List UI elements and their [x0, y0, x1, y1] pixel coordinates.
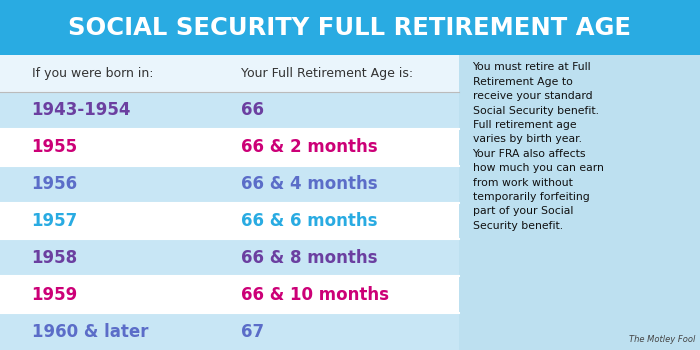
Bar — [0, 276, 458, 313]
Text: The Motley Fool: The Motley Fool — [629, 335, 695, 344]
Text: 66: 66 — [241, 102, 265, 119]
Bar — [0, 55, 458, 92]
Text: 66 & 8 months: 66 & 8 months — [241, 249, 378, 267]
Text: 1959: 1959 — [32, 286, 78, 304]
Bar — [0, 166, 458, 203]
Text: If you were born in:: If you were born in: — [32, 67, 153, 80]
Bar — [0, 203, 458, 239]
Bar — [0, 0, 700, 55]
Text: 66 & 6 months: 66 & 6 months — [241, 212, 378, 230]
Text: 67: 67 — [241, 323, 265, 341]
Bar — [0, 239, 458, 276]
Text: 66 & 2 months: 66 & 2 months — [241, 138, 378, 156]
Bar — [0, 55, 458, 350]
Text: 66 & 10 months: 66 & 10 months — [241, 286, 389, 304]
Text: 1955: 1955 — [32, 138, 78, 156]
Text: Your Full Retirement Age is:: Your Full Retirement Age is: — [241, 67, 414, 80]
Text: SOCIAL SECURITY FULL RETIREMENT AGE: SOCIAL SECURITY FULL RETIREMENT AGE — [69, 16, 631, 40]
Bar — [458, 55, 700, 350]
Text: 1958: 1958 — [32, 249, 78, 267]
Bar — [0, 313, 458, 350]
Text: 66 & 4 months: 66 & 4 months — [241, 175, 378, 193]
Text: 1956: 1956 — [32, 175, 78, 193]
Text: 1960 & later: 1960 & later — [32, 323, 148, 341]
Bar — [0, 92, 458, 129]
Text: 1943-1954: 1943-1954 — [32, 102, 131, 119]
Bar — [0, 129, 458, 166]
Text: You must retire at Full
Retirement Age to
receive your standard
Social Security : You must retire at Full Retirement Age t… — [473, 62, 603, 231]
Text: 1957: 1957 — [32, 212, 78, 230]
